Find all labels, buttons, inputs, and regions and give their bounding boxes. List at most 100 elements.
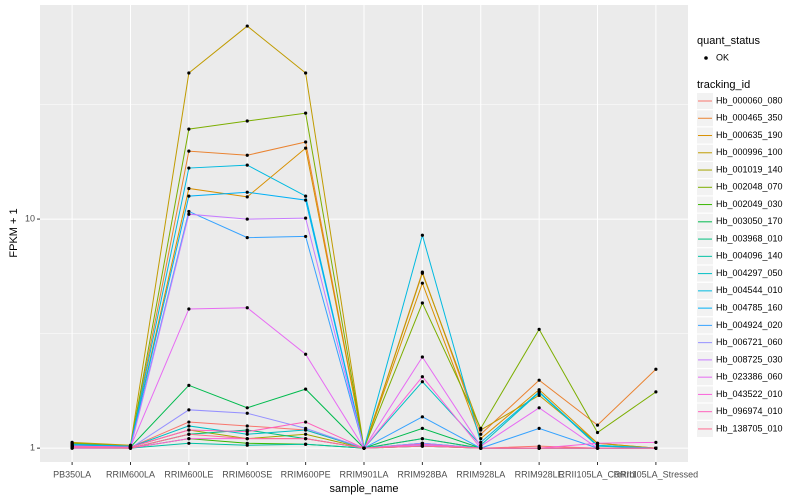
point [420,233,424,237]
point [187,383,191,387]
point [595,446,600,450]
point [304,216,308,220]
point [187,127,191,131]
point [304,437,308,441]
point [479,432,483,436]
point [479,446,483,450]
point [245,424,249,428]
point [245,153,249,157]
point [187,432,191,436]
point [595,441,600,445]
point [70,445,74,449]
point [304,442,308,446]
point [304,198,308,202]
point [479,440,483,444]
point [537,446,541,450]
point [537,388,541,392]
point [245,406,249,410]
point [245,306,249,310]
point [187,441,191,445]
legend-label: OK [716,52,729,62]
point [479,426,483,430]
legend-label: Hb_001019_140 [716,164,783,174]
point [304,146,308,150]
point [187,166,191,170]
point [654,446,658,450]
x-tick-label: RRII105LA_Stressed [614,469,699,479]
point [595,430,600,435]
x-tick-label: RRIM928LA [456,469,505,479]
legend-label: Hb_000465_350 [716,113,783,123]
point [245,24,249,28]
legend-label: Hb_004096_140 [716,251,783,261]
x-axis-title: sample_name [329,483,398,495]
point [245,437,249,441]
point [187,424,191,428]
point [420,301,424,305]
x-tick-label: PB350LA [53,469,91,479]
x-tick-label: RRIM901LA [339,469,388,479]
legend-title: tracking_id [697,79,750,91]
legend-label: Hb_008725_030 [716,354,783,364]
legend-label: Hb_003050_170 [716,216,783,226]
point [304,234,308,239]
point [245,236,249,240]
legend-title: quant_status [697,35,760,47]
x-tick-label: RRIM600LE [164,469,213,479]
point [187,212,191,216]
legend-label: Hb_002048_070 [716,182,783,192]
legend-label: Hb_004785_160 [716,302,783,312]
point [187,209,191,214]
legend-label: Hb_004924_020 [716,320,783,330]
legend-label: Hb_096974_010 [716,406,783,416]
point [187,408,191,412]
legend-label: Hb_002049_030 [716,199,783,209]
point [654,390,658,394]
point [187,437,191,441]
point [304,432,308,436]
point [537,393,541,397]
point [245,443,249,447]
point [304,387,308,391]
legend-label: Hb_000996_100 [716,147,783,157]
point [420,426,424,430]
point [420,281,424,285]
x-tick-label: RRIM928LE [515,469,564,479]
point [654,367,658,371]
legend-label: Hb_138705_010 [716,423,783,433]
legend-label: Hb_004297_050 [716,268,783,278]
point [537,406,541,410]
point [537,390,541,394]
point [479,437,483,441]
y-tick-label: 1 [30,443,35,453]
point [245,190,249,194]
point [187,186,191,191]
point [420,415,424,419]
point [245,163,249,167]
point [187,428,191,432]
point [420,375,424,379]
point [128,446,133,450]
x-tick-label: RRII105LA_Control [558,469,636,479]
point [304,420,308,424]
legend-label: Hb_004544_010 [716,285,783,295]
legend-label: Hb_006721_060 [716,337,783,347]
x-tick-label: RRIM600PE [281,469,331,479]
point [245,195,249,199]
point [537,327,541,331]
point [187,194,191,198]
point [537,378,541,382]
point [420,437,424,441]
point [304,426,308,430]
point [187,149,191,153]
point [304,111,308,115]
point [245,411,249,415]
x-tick-label: RRIM928BA [397,469,447,479]
point [362,446,366,450]
legend-label: Hb_003968_010 [716,233,783,243]
point [245,217,249,221]
point [654,440,658,444]
x-tick-label: RRIM600SE [222,469,272,479]
